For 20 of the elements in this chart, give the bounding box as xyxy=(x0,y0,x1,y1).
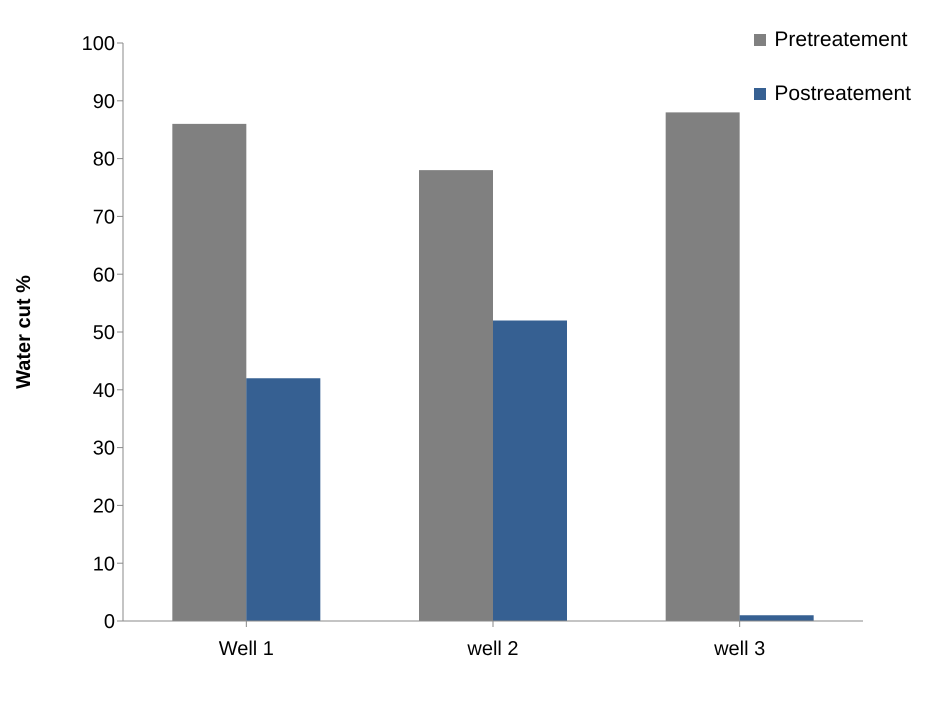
legend-label: Postreatement xyxy=(774,82,911,106)
y-tick-label: 100 xyxy=(82,33,115,56)
y-tick-label: 0 xyxy=(104,611,115,634)
bar xyxy=(493,320,567,621)
bar xyxy=(246,378,320,621)
y-tick-label: 10 xyxy=(92,553,115,576)
x-tick-label: well 2 xyxy=(466,638,519,660)
y-tick-label: 70 xyxy=(92,206,115,228)
x-tick-label: Well 1 xyxy=(218,638,274,660)
y-axis-title: Water cut % xyxy=(13,274,36,389)
y-tick-label: 20 xyxy=(92,496,115,518)
y-tick-label: 40 xyxy=(92,380,115,402)
y-tick-label: 80 xyxy=(92,148,115,171)
legend-label: Pretreatement xyxy=(774,28,908,52)
bar xyxy=(740,615,814,621)
y-tick-label: 30 xyxy=(92,438,115,460)
y-tick-label: 60 xyxy=(92,264,115,286)
y-tick-label: 50 xyxy=(92,322,115,344)
y-tick-label: 90 xyxy=(92,90,115,113)
x-tick-label: well 3 xyxy=(713,638,766,660)
